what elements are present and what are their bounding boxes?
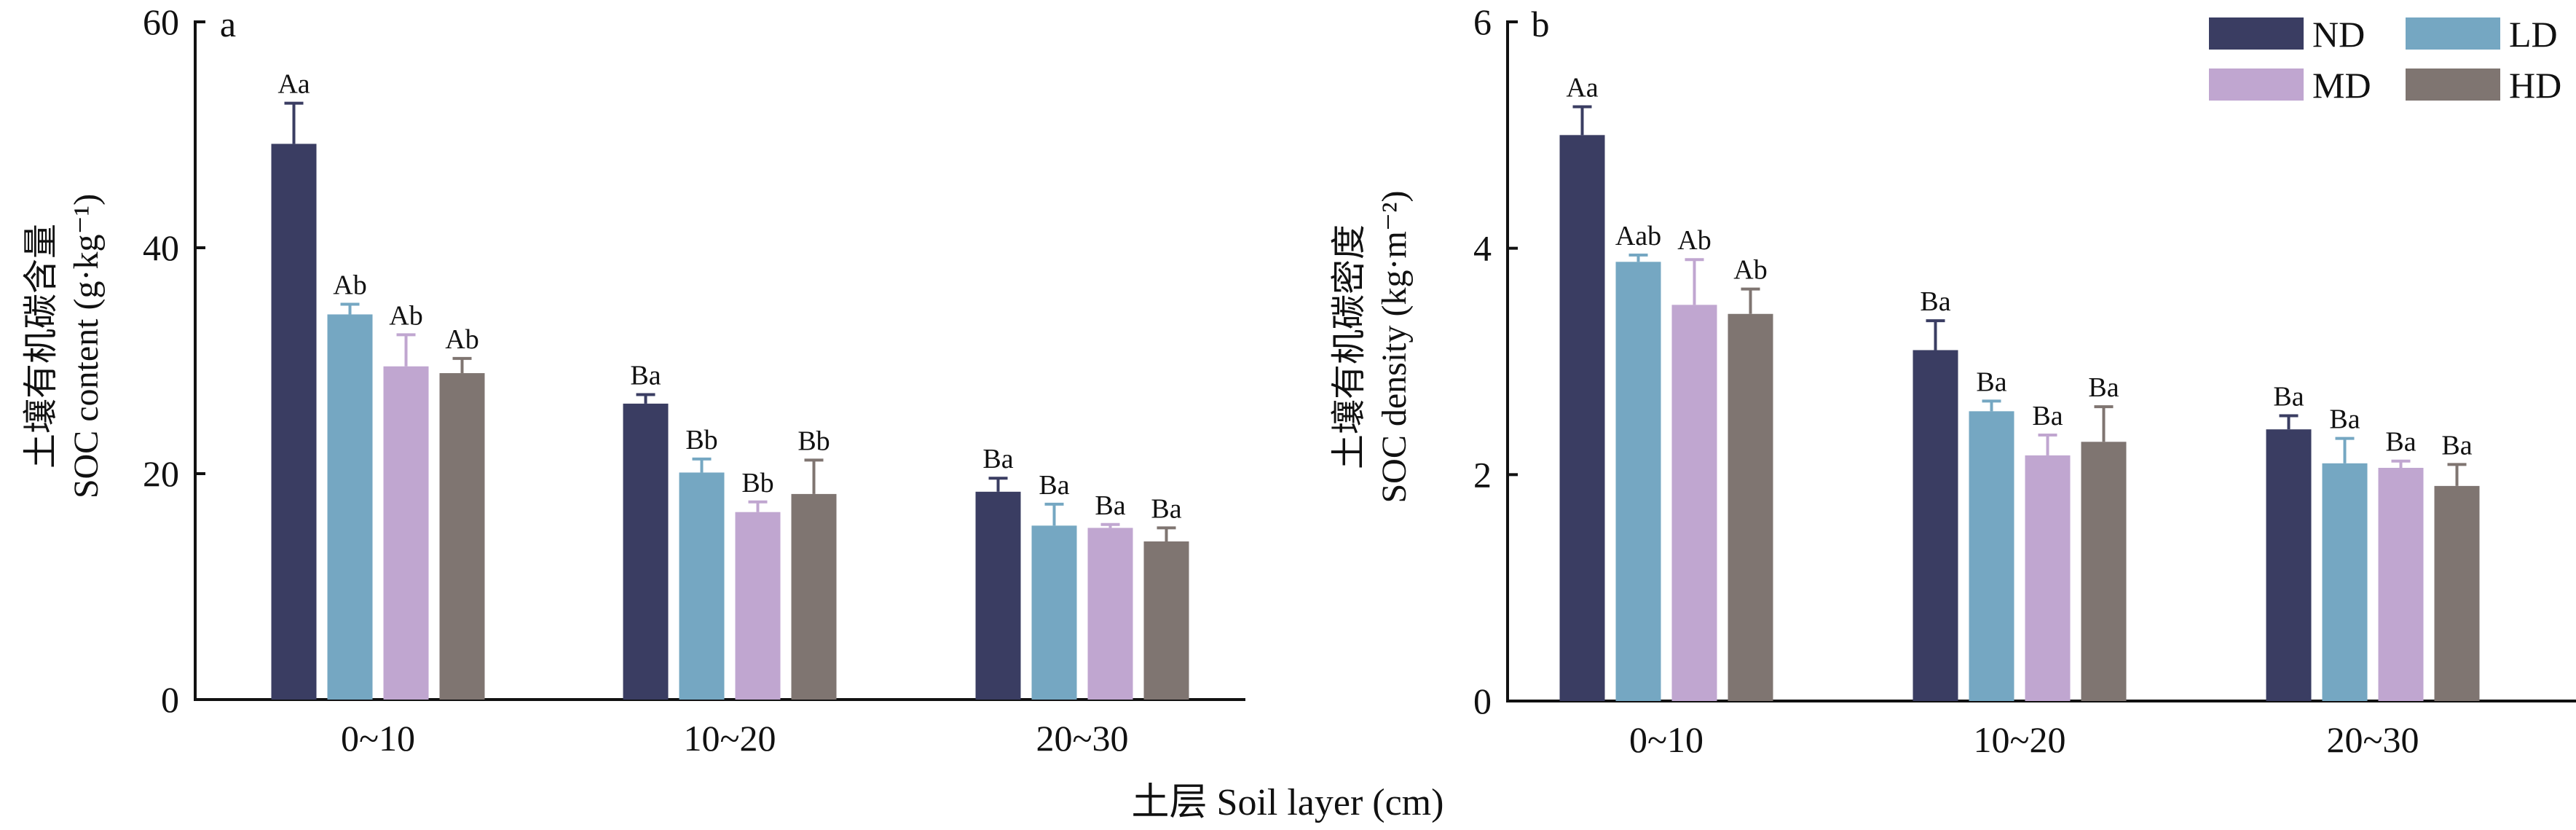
x-tick-label: 10~20 xyxy=(1973,719,2065,760)
significance-label: Aab xyxy=(1615,221,1661,251)
bar-HD-0~10 xyxy=(1728,313,1773,701)
bar-MD-0~10 xyxy=(1671,305,1717,701)
legend-label-ND: ND xyxy=(2312,14,2365,55)
y-tick-label: 4 xyxy=(1473,228,1492,269)
bar-MD-20~30 xyxy=(1087,528,1133,700)
bar-MD-10~20 xyxy=(2025,455,2071,701)
bar-LD-20~30 xyxy=(2322,463,2368,701)
y-tick-label: 60 xyxy=(143,1,179,42)
significance-label: Bb xyxy=(797,426,830,456)
bar-ND-20~30 xyxy=(2266,429,2312,701)
significance-label: Ba xyxy=(630,361,661,391)
bar-ND-10~20 xyxy=(1913,350,1958,701)
x-tick-label: 0~10 xyxy=(1629,719,1703,760)
legend-swatch-ND xyxy=(2209,17,2304,50)
significance-label: Aa xyxy=(277,69,310,100)
bar-LD-0~10 xyxy=(1615,262,1661,702)
significance-label: Ab xyxy=(389,300,422,331)
bar-ND-20~30 xyxy=(975,491,1021,700)
bar-LD-10~20 xyxy=(679,472,725,700)
legend-label-MD: MD xyxy=(2312,65,2371,106)
legend: ND LD MD HD xyxy=(2209,14,2561,106)
significance-label: Aa xyxy=(1566,73,1598,103)
panel-b: 0 2 4 6 b 土壤有机碳密度 SOC density (kg·m⁻²) 0~10 10~2… xyxy=(1330,1,2576,760)
y-tick-label: 6 xyxy=(1473,1,1492,42)
bar-HD-20~30 xyxy=(1143,541,1189,700)
significance-label: Ba xyxy=(1976,367,2006,397)
significance-label: Ab xyxy=(1733,255,1767,286)
x-tick-label: 0~10 xyxy=(341,718,415,759)
bar-LD-0~10 xyxy=(327,314,373,700)
bar-ND-0~10 xyxy=(1559,135,1605,702)
bar-MD-0~10 xyxy=(383,366,429,700)
significance-label: Ba xyxy=(2329,404,2360,435)
bar-MD-10~20 xyxy=(735,512,781,700)
y-axis-title-en: SOC density (kg·m⁻²) xyxy=(1375,190,1414,503)
significance-label: Ba xyxy=(2385,427,2416,458)
panel-letter: a xyxy=(220,4,236,44)
significance-label: Ba xyxy=(1151,493,1181,524)
y-tick-label: 0 xyxy=(161,679,179,720)
bar-ND-10~20 xyxy=(623,403,669,700)
y-axis-title-cn: 土壤有机碳密度 xyxy=(1330,224,1368,469)
x-tick-label: 20~30 xyxy=(1036,718,1128,759)
significance-label: Bb xyxy=(685,425,717,455)
y-axis-title-cn: 土壤有机碳含量 xyxy=(22,224,60,469)
bar-ND-0~10 xyxy=(271,144,317,700)
legend-label-HD: HD xyxy=(2509,65,2561,106)
bar-HD-10~20 xyxy=(2081,442,2127,701)
x-axis-title: 土层 Soil layer (cm) xyxy=(1132,782,1444,823)
significance-label: Ab xyxy=(333,270,366,301)
significance-label: Bb xyxy=(741,468,773,498)
significance-label: Ba xyxy=(2032,401,2063,431)
significance-label: Ba xyxy=(982,444,1013,474)
legend-swatch-MD xyxy=(2209,68,2304,101)
significance-label: Ab xyxy=(445,324,478,355)
significance-label: Ba xyxy=(2088,372,2119,403)
significance-label: Ba xyxy=(1039,470,1069,501)
bar-LD-10~20 xyxy=(1969,411,2014,701)
y-axis-title-en: SOC content (g·kg⁻¹) xyxy=(67,194,106,498)
legend-swatch-LD xyxy=(2406,17,2500,50)
y-tick-label: 0 xyxy=(1473,681,1492,721)
significance-label: Ba xyxy=(2441,430,2472,461)
y-tick-label: 2 xyxy=(1473,454,1492,495)
panel-letter: b xyxy=(1532,4,1550,44)
y-tick-label: 20 xyxy=(143,453,179,494)
panel-a: 0 20 40 60 a 土壤有机碳含量 SOC content (g·kg⁻¹) 0~10 1… xyxy=(22,1,1245,759)
legend-swatch-HD xyxy=(2406,68,2500,101)
significance-label: Ba xyxy=(2273,382,2304,412)
x-tick-label: 20~30 xyxy=(2326,719,2419,760)
bar-HD-0~10 xyxy=(439,373,485,700)
significance-label: Ba xyxy=(1095,490,1125,521)
x-tick-label: 10~20 xyxy=(683,718,776,759)
bar-MD-20~30 xyxy=(2378,468,2424,701)
legend-label-LD: LD xyxy=(2509,14,2558,55)
bar-HD-10~20 xyxy=(791,493,837,700)
bar-HD-20~30 xyxy=(2434,485,2480,701)
y-tick-label: 40 xyxy=(143,227,179,268)
bar-LD-20~30 xyxy=(1031,525,1077,700)
significance-label: Ab xyxy=(1677,225,1711,256)
significance-label: Ba xyxy=(1920,286,1950,317)
